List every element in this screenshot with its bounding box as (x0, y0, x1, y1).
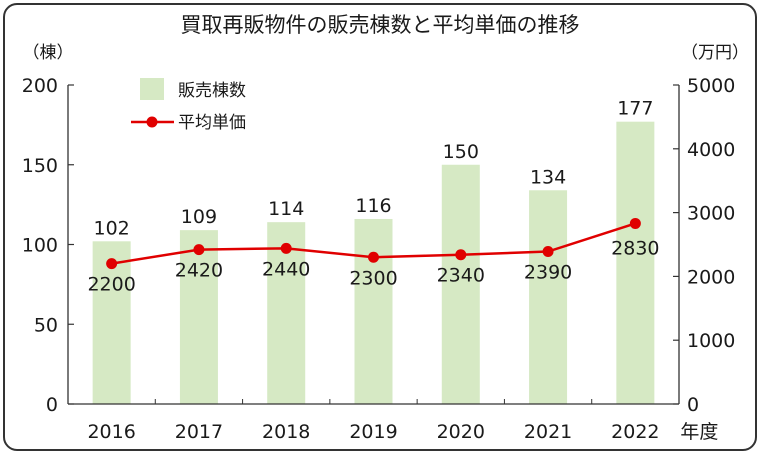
right-tick-label: 4000 (687, 139, 735, 161)
bar-2022 (616, 121, 655, 404)
left-axis-unit: （棟） (23, 43, 74, 63)
line-point-2022 (629, 217, 641, 229)
legend-label-bars: 販売棟数 (178, 81, 246, 101)
x-tick-label: 2018 (262, 421, 310, 443)
left-tick-label: 100 (22, 235, 58, 257)
right-tick-label: 2000 (687, 266, 735, 288)
line-point-2021 (542, 246, 554, 258)
bar-value-label: 109 (181, 206, 217, 228)
line-point-2017 (193, 244, 205, 256)
bar-2020 (441, 164, 480, 404)
left-tick-label: 150 (22, 155, 58, 177)
line-value-label: 2340 (437, 265, 485, 287)
line-value-label: 2420 (175, 260, 223, 282)
bar-value-label: 150 (443, 141, 479, 163)
x-axis-suffix: 年度 (680, 421, 718, 443)
chart-title: 買取再販物件の販売棟数と平均単価の推移 (181, 13, 580, 37)
line-value-label: 2390 (524, 262, 572, 284)
x-tick-label: 2016 (87, 421, 135, 443)
line-point-2016 (106, 258, 118, 270)
x-tick-label: 2019 (349, 421, 397, 443)
line-value-label: 2300 (349, 267, 397, 289)
bar-value-label: 134 (530, 166, 566, 188)
legend-swatch-marker (146, 116, 158, 128)
right-tick-label: 1000 (687, 330, 735, 352)
left-tick-label: 200 (22, 75, 58, 97)
legend-swatch-bars (140, 78, 164, 100)
x-tick-label: 2017 (175, 421, 223, 443)
legend: 販売棟数 平均単価 (131, 78, 246, 133)
line-point-2019 (368, 251, 379, 263)
right-axis-unit: （万円） (681, 43, 749, 63)
line-point-2018 (280, 242, 292, 254)
line-value-label: 2830 (611, 237, 659, 259)
line-value-label: 2200 (87, 274, 135, 296)
left-tick-label: 50 (34, 314, 58, 336)
bar-2021 (529, 190, 568, 404)
line-point-2020 (455, 249, 467, 261)
right-tick-label: 0 (687, 394, 699, 416)
bar-value-label: 116 (355, 195, 391, 217)
bar-value-label: 177 (617, 98, 653, 120)
left-tick-label: 0 (46, 394, 58, 416)
line-value-label: 2440 (262, 258, 310, 280)
bar-value-label: 114 (268, 198, 304, 220)
bar-2017 (179, 230, 218, 404)
right-tick-label: 3000 (687, 203, 735, 225)
x-tick-label: 2020 (437, 421, 485, 443)
bar-2019 (354, 218, 393, 404)
x-tick-label: 2022 (611, 421, 659, 443)
legend-label-line: 平均単価 (178, 113, 246, 133)
bar-value-label: 102 (94, 217, 130, 239)
right-tick-label: 5000 (687, 75, 735, 97)
x-tick-label: 2021 (524, 421, 572, 443)
